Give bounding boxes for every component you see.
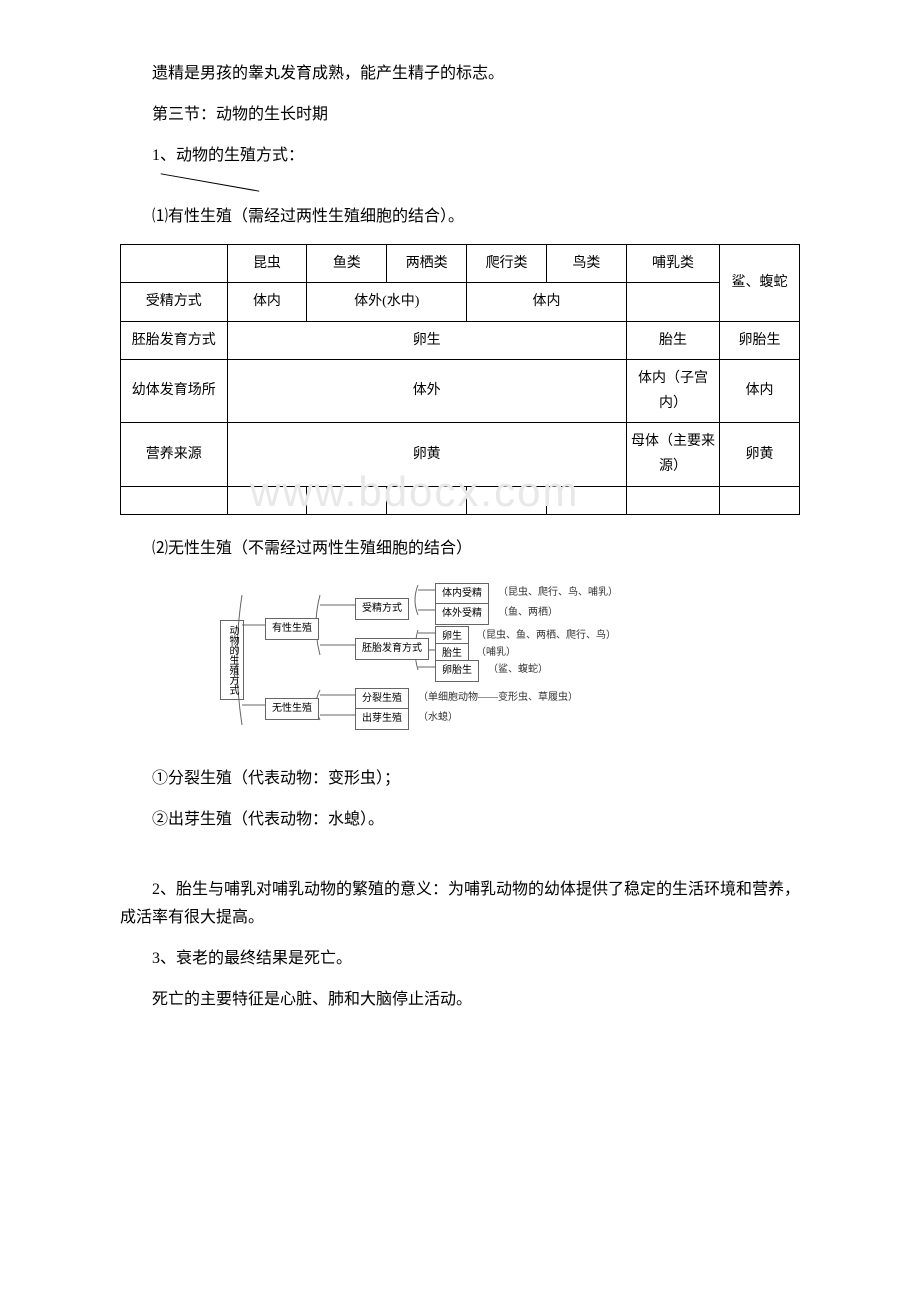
cell: 体内 [227, 283, 307, 321]
diagram-asexual: 无性生殖 [265, 698, 319, 720]
after-table-text: ⑵无性生殖（不需经过两性生殖细胞的结合） [120, 535, 800, 564]
table-row-embryo: 胚胎发育方式 卵生 胎生 卵胎生 [121, 321, 800, 359]
header-shark-snake: 鲨、蝮蛇 [720, 245, 800, 321]
diagram-budding-note: （水螅） [418, 709, 458, 727]
header-amphibian: 两栖类 [387, 245, 467, 283]
list-item-2: ②出芽生殖（代表动物：水螅）。 [120, 806, 800, 835]
diagram-external-fert: 体外受精 [435, 603, 489, 625]
comparison-table-wrap: www.bdocx.com 昆虫 鱼类 两栖类 爬行类 鸟类 哺乳类 鲨、蝮蛇 … [120, 244, 800, 514]
diagram-budding: 出芽生殖 [355, 708, 409, 730]
diagram-ovoviviparous-note: （鲨、蝮蛇） [488, 661, 548, 679]
table-header-row: 昆虫 鱼类 两栖类 爬行类 鸟类 哺乳类 鲨、蝮蛇 [121, 245, 800, 283]
divider-line [161, 174, 260, 192]
tail-para-1: 2、胎生与哺乳对哺乳动物的繁殖的意义：为哺乳动物的幼体提供了稳定的生活环境和营养… [120, 876, 800, 934]
cell: 卵胎生 [720, 321, 800, 359]
diagram-embryo-mode: 胚胎发育方式 [355, 638, 429, 660]
diagram-fission-note: （单细胞动物——变形虫、草履虫） [418, 689, 578, 707]
row-label-embryo: 胚胎发育方式 [121, 321, 228, 359]
intro-line-2: 第三节：动物的生长时期 [120, 101, 800, 130]
diagram-external-fert-note: （鱼、两栖） [498, 604, 558, 622]
cell: 体内 [467, 283, 627, 321]
tree-diagram: 动物的生殖方式 有性生殖 无性生殖 受精方式 胚胎发育方式 体内受精 （昆虫、爬… [220, 575, 800, 745]
header-insect: 昆虫 [227, 245, 307, 283]
header-reptile: 爬行类 [467, 245, 547, 283]
diagram-oviparous-note: （昆虫、鱼、两栖、爬行、鸟） [476, 627, 616, 645]
cell: 体外 [227, 359, 626, 422]
header-bird: 鸟类 [547, 245, 627, 283]
row-label-fertilization: 受精方式 [121, 283, 228, 321]
diagram-internal-fert: 体内受精 [435, 583, 489, 605]
intro-line-3: 1、动物的生殖方式： [120, 142, 800, 171]
cell: 体内（子宫内） [626, 359, 719, 422]
comparison-table: 昆虫 鱼类 两栖类 爬行类 鸟类 哺乳类 鲨、蝮蛇 受精方式 体内 体外(水中)… [120, 244, 800, 514]
diagram-ovoviviparous: 卵胎生 [435, 660, 479, 682]
diagram-root: 动物的生殖方式 [220, 620, 244, 700]
diagram-internal-fert-note: （昆虫、爬行、鸟、哺乳） [498, 584, 618, 602]
tail-para-3: 死亡的主要特征是心脏、肺和大脑停止活动。 [120, 986, 800, 1015]
tail-para-2: 3、衰老的最终结果是死亡。 [120, 945, 800, 974]
table-row-nutrition: 营养来源 卵黄 母体（主要来源） 卵黄 [121, 423, 800, 486]
table-empty-row [121, 486, 800, 514]
row-label-juvenile: 幼体发育场所 [121, 359, 228, 422]
cell: 卵生 [227, 321, 626, 359]
cell: 体内 [720, 359, 800, 422]
table-row-juvenile: 幼体发育场所 体外 体内（子宫内） 体内 [121, 359, 800, 422]
cell: 卵黄 [720, 423, 800, 486]
cell: 胎生 [626, 321, 719, 359]
cell [626, 283, 719, 321]
diagram-fert-mode: 受精方式 [355, 598, 409, 620]
diagram-viviparous-note: （哺乳） [476, 644, 516, 662]
header-fish: 鱼类 [307, 245, 387, 283]
diagram-sexual: 有性生殖 [265, 618, 319, 640]
list-item-1: ①分裂生殖（代表动物：变形虫）； [120, 765, 800, 794]
cell: 卵黄 [227, 423, 626, 486]
table-row-fertilization: 受精方式 体内 体外(水中) 体内 [121, 283, 800, 321]
cell: 体外(水中) [307, 283, 467, 321]
diagram-fission: 分裂生殖 [355, 688, 409, 710]
intro-line-4: ⑴有性生殖（需经过两性生殖细胞的结合）。 [120, 203, 800, 232]
intro-line-1: 遗精是男孩的睾丸发育成熟，能产生精子的标志。 [120, 60, 800, 89]
row-label-nutrition: 营养来源 [121, 423, 228, 486]
cell: 母体（主要来源） [626, 423, 719, 486]
header-mammal: 哺乳类 [626, 245, 719, 283]
